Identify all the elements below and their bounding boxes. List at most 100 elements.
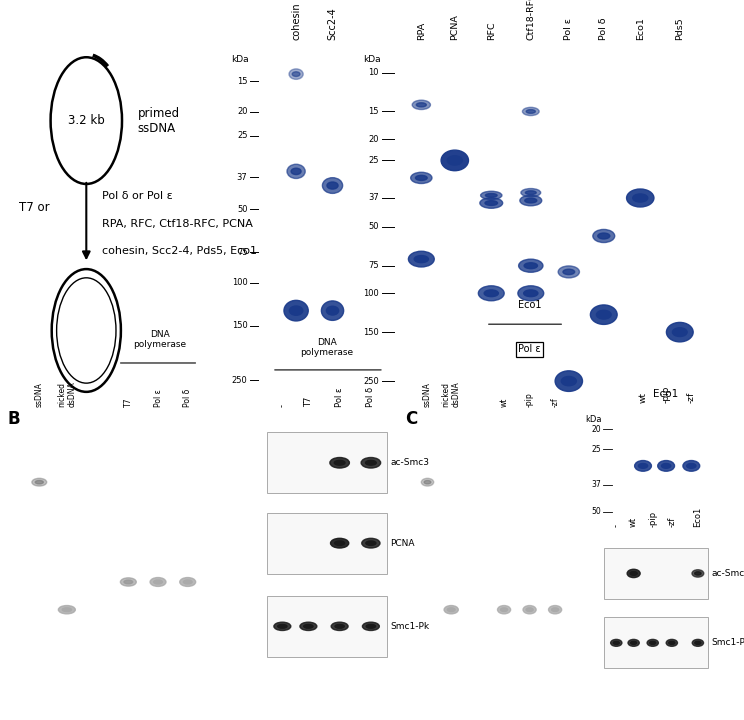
Text: wt: wt [629, 517, 638, 527]
Text: primed
ssDNA: primed ssDNA [138, 107, 180, 135]
Ellipse shape [58, 606, 75, 614]
Ellipse shape [121, 578, 136, 586]
Text: RFC: RFC [487, 22, 496, 40]
Ellipse shape [692, 570, 704, 577]
Ellipse shape [597, 233, 610, 239]
Ellipse shape [638, 464, 647, 468]
Ellipse shape [411, 172, 432, 184]
Text: B: B [7, 410, 20, 428]
Ellipse shape [291, 168, 301, 174]
Text: 150: 150 [363, 328, 379, 337]
Ellipse shape [525, 198, 537, 203]
Ellipse shape [630, 572, 637, 575]
Ellipse shape [62, 608, 71, 611]
Text: Pol ε: Pol ε [564, 18, 574, 40]
Text: -zf: -zf [667, 517, 676, 527]
Text: -: - [612, 524, 620, 527]
Bar [604, 548, 708, 599]
Text: Pds5: Pds5 [676, 17, 684, 40]
Ellipse shape [498, 606, 510, 614]
Ellipse shape [300, 622, 317, 631]
Text: Eco1: Eco1 [636, 17, 645, 40]
Ellipse shape [555, 371, 583, 392]
Text: 15: 15 [368, 107, 379, 116]
Ellipse shape [518, 286, 544, 301]
Bar [267, 513, 387, 574]
Text: kDa: kDa [586, 415, 602, 424]
Ellipse shape [124, 580, 132, 584]
Text: DNA
polymerase: DNA polymerase [134, 330, 187, 349]
Ellipse shape [417, 103, 426, 107]
Ellipse shape [284, 300, 308, 321]
Ellipse shape [330, 539, 349, 548]
Text: 10: 10 [368, 68, 379, 77]
Ellipse shape [520, 195, 542, 206]
Ellipse shape [692, 639, 704, 647]
Ellipse shape [441, 150, 469, 171]
Text: 37: 37 [591, 480, 601, 490]
Bar [604, 618, 708, 668]
Ellipse shape [335, 541, 344, 545]
Text: -pip: -pip [525, 392, 534, 408]
Ellipse shape [150, 577, 166, 586]
Ellipse shape [32, 478, 47, 486]
Text: -pip: -pip [648, 511, 657, 527]
Text: kDa: kDa [231, 55, 248, 64]
Ellipse shape [561, 377, 577, 386]
Ellipse shape [485, 194, 497, 197]
Ellipse shape [274, 622, 291, 631]
Ellipse shape [695, 572, 701, 575]
Ellipse shape [289, 306, 303, 315]
Text: Pol ε: Pol ε [519, 344, 541, 354]
Ellipse shape [415, 176, 427, 181]
Text: wt: wt [499, 398, 509, 408]
Ellipse shape [591, 305, 618, 325]
Text: Pol δ: Pol δ [183, 389, 192, 408]
Text: nicked
dsDNA: nicked dsDNA [441, 382, 461, 408]
Text: cohesin: cohesin [291, 2, 301, 40]
Ellipse shape [519, 259, 543, 272]
Text: Pol ε: Pol ε [335, 388, 344, 408]
Ellipse shape [366, 624, 376, 628]
Text: 50: 50 [591, 508, 601, 516]
Text: RPA, RFC, Ctf18-RFC, PCNA: RPA, RFC, Ctf18-RFC, PCNA [102, 219, 253, 228]
Ellipse shape [322, 178, 343, 194]
Ellipse shape [669, 642, 675, 644]
Text: Eco1: Eco1 [653, 389, 679, 398]
Ellipse shape [695, 642, 701, 644]
Ellipse shape [421, 478, 434, 486]
Text: 3.2 kb: 3.2 kb [68, 114, 105, 127]
Text: T7: T7 [124, 398, 133, 408]
Ellipse shape [366, 541, 376, 545]
Text: 15: 15 [237, 77, 248, 86]
Text: Pol δ: Pol δ [366, 387, 376, 408]
Ellipse shape [331, 622, 348, 631]
Ellipse shape [447, 156, 462, 165]
Ellipse shape [627, 570, 640, 577]
Text: 75: 75 [237, 248, 248, 257]
Ellipse shape [447, 608, 455, 611]
Ellipse shape [551, 608, 559, 611]
Ellipse shape [444, 606, 458, 614]
Ellipse shape [327, 306, 339, 315]
Ellipse shape [597, 310, 611, 319]
Text: Eco1: Eco1 [518, 300, 542, 310]
Ellipse shape [630, 642, 637, 644]
Text: Pol ε: Pol ε [153, 390, 162, 408]
Ellipse shape [666, 639, 678, 647]
Ellipse shape [287, 164, 305, 179]
Text: Smc1-Pk: Smc1-Pk [712, 639, 744, 647]
Ellipse shape [626, 189, 654, 207]
Text: ssDNA: ssDNA [35, 382, 44, 408]
Ellipse shape [278, 624, 287, 628]
Text: 250: 250 [363, 377, 379, 386]
Ellipse shape [661, 464, 671, 468]
Ellipse shape [593, 230, 615, 243]
Ellipse shape [330, 457, 350, 468]
Ellipse shape [548, 606, 562, 614]
Ellipse shape [667, 323, 693, 342]
Ellipse shape [362, 539, 380, 548]
Text: 100: 100 [363, 289, 379, 298]
Text: 20: 20 [237, 107, 248, 117]
Ellipse shape [635, 461, 652, 471]
